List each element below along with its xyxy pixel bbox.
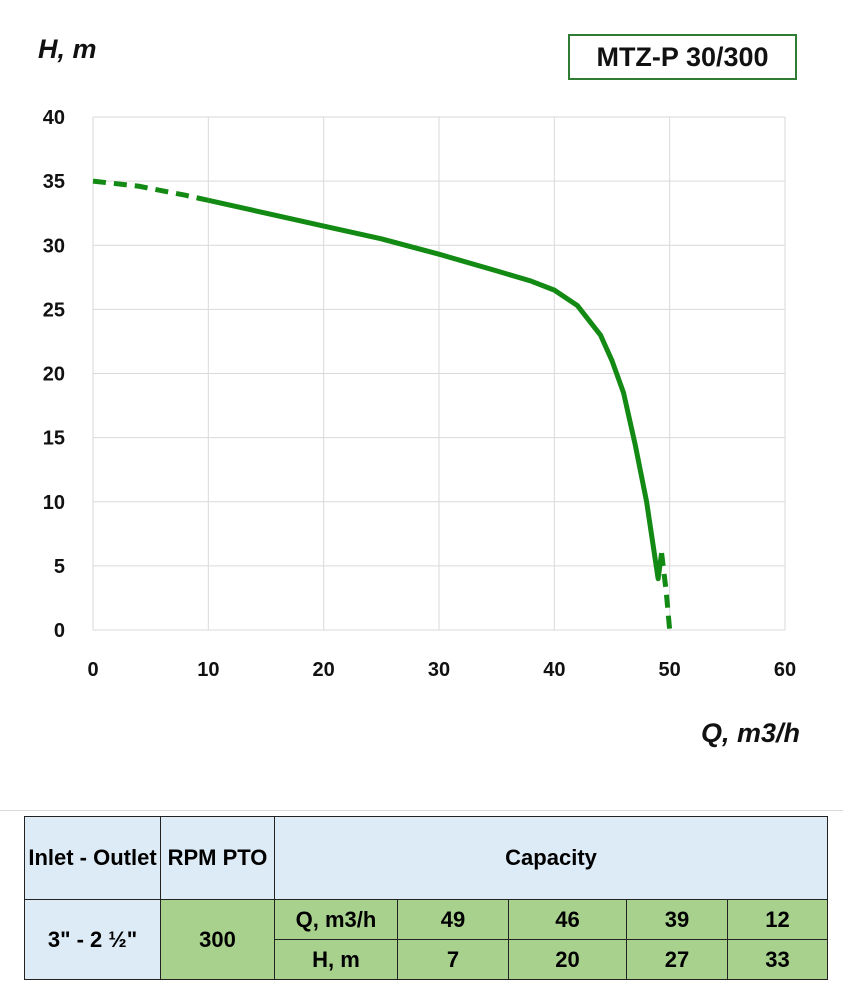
curve-segment-dashed [659,552,673,631]
y-tick-label: 30 [43,235,65,257]
curve-segment-solid [207,197,665,582]
h-value: 7 [397,939,509,980]
y-tick-labels: 0 5 10 15 20 25 30 35 40 [43,107,65,642]
y-tick-label: 15 [43,428,65,450]
inlet-outlet-header: Inlet - Outlet [24,816,161,900]
capacity-header: Capacity [273,816,829,900]
h-row-label: H, m [274,939,398,980]
y-tick-label: 5 [54,556,65,578]
y-tick-label: 20 [43,364,65,386]
h-value: 20 [508,939,627,980]
model-title: MTZ-P 30/300 [568,34,797,80]
x-tick-label: 20 [313,659,335,681]
y-axis-title: H, m [38,34,97,64]
rpm-pto-header: RPM PTO [160,816,275,900]
spec-table: Inlet - Outlet RPM PTO Capacity 3" - 2 ½… [24,816,829,980]
q-value: 49 [397,899,509,940]
h-value: 33 [726,939,829,980]
q-row-label: Q, m3/h [274,899,398,940]
x-tick-label: 10 [197,659,219,681]
q-value: 39 [626,899,728,940]
y-tick-label: 0 [54,620,65,642]
pump-curve [92,178,673,631]
inlet-outlet-value: 3" - 2 ½" [24,899,161,980]
divider [0,810,843,811]
x-tick-label: 0 [87,659,98,681]
y-tick-label: 35 [43,171,65,193]
x-tick-label: 30 [428,659,450,681]
x-axis-title: Q, m3/h [701,718,800,748]
y-tick-label: 25 [43,299,65,321]
h-value: 27 [626,939,728,980]
y-tick-label: 40 [43,107,65,129]
x-tick-labels: 0 10 20 30 40 50 60 [87,659,796,681]
x-tick-label: 40 [543,659,565,681]
q-value: 46 [508,899,627,940]
x-tick-label: 50 [659,659,681,681]
pump-curve-chart: 0 5 10 15 20 25 30 35 40 0 10 20 30 40 50 60 H, m Q, m… [38,34,800,748]
curve-segment-dashed [92,178,209,203]
y-tick-label: 10 [43,492,65,514]
rpm-value: 300 [160,899,275,980]
q-value: 12 [726,899,829,940]
x-tick-label: 60 [774,659,796,681]
grid-lines [92,116,786,631]
